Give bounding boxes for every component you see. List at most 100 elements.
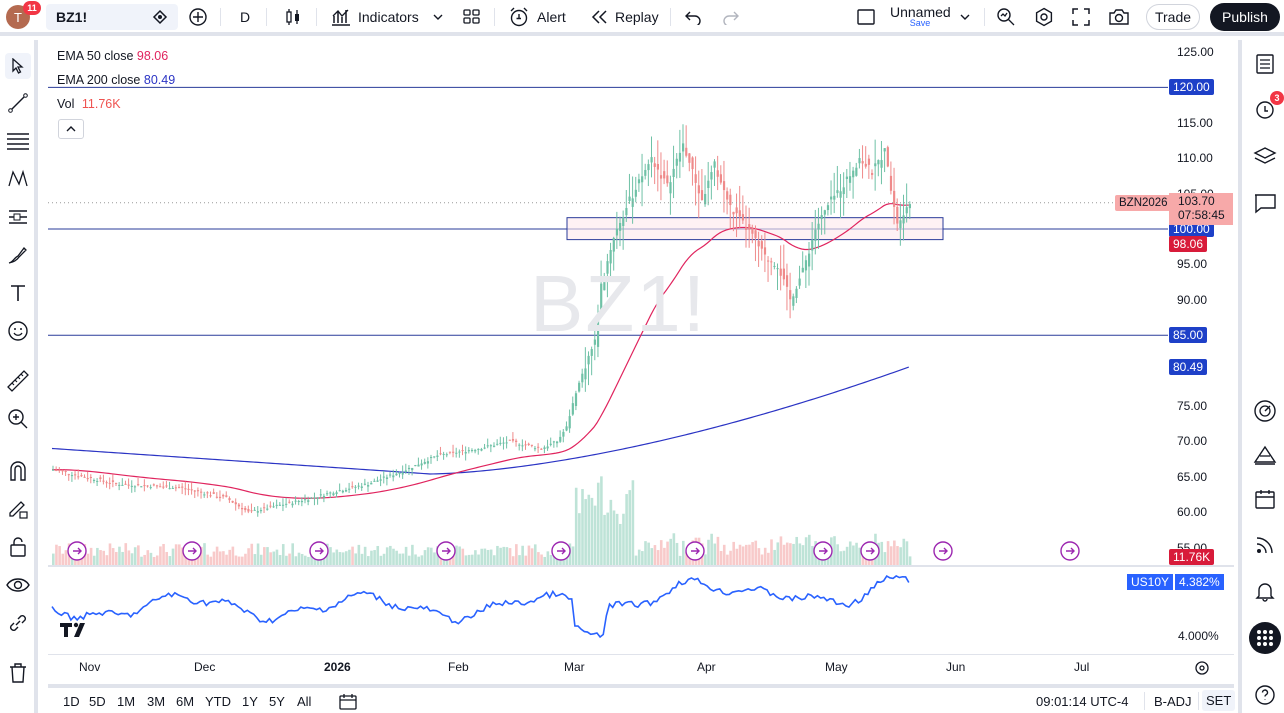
settings-button[interactable] [1034,0,1054,34]
volume-legend[interactable]: Vol 11.76K [57,97,121,111]
fib-tool[interactable] [5,128,31,154]
fullscreen-button[interactable] [1072,0,1090,34]
publish-button[interactable]: Publish [1210,3,1280,31]
calendar-range-icon[interactable] [338,693,358,711]
trend-line-tool[interactable] [5,90,31,116]
volume-tag[interactable]: 11.76K [1169,549,1215,565]
news-event-icon[interactable] [67,541,87,561]
time-axis[interactable]: Nov Dec 2026 Feb Mar Apr May Jun Jul [48,654,1234,680]
screener-button[interactable] [1252,398,1278,424]
layout-name[interactable]: Unnamed Save [890,4,951,28]
price-axis[interactable]: 125.00120.00115.00110.00105.0095.0090.00… [1168,40,1234,654]
redo-button[interactable] [722,0,740,34]
magnet-tool[interactable] [5,458,31,484]
text-tool[interactable] [5,280,31,306]
collapse-legend-button[interactable] [58,119,84,139]
price-tag-100[interactable]: 100.00 [1169,221,1214,237]
layout-button[interactable] [856,0,876,34]
undo-button[interactable] [684,0,702,34]
badj-button[interactable]: B-ADJ [1154,694,1192,709]
candle-body [861,161,864,164]
ema50-legend[interactable]: EMA 50 close 98.06 [57,49,168,63]
trade-button[interactable]: Trade [1146,4,1200,30]
ema200-legend[interactable]: EMA 200 close 80.49 [57,73,175,87]
news-event-icon[interactable] [551,541,571,561]
symbol-target-icon[interactable] [152,9,168,25]
object-tree-button[interactable] [1252,143,1278,169]
forecasting-tool[interactable] [5,204,31,230]
range-button-all[interactable]: All [297,694,312,709]
visibility-tool[interactable] [5,572,31,598]
session-button[interactable]: SET [1202,690,1236,711]
price-chart[interactable] [48,40,1168,565]
news-event-icon[interactable] [309,541,329,561]
snapshot-button[interactable] [1108,0,1130,34]
range-button-1y[interactable]: 1Y [242,694,258,709]
notifications-button[interactable] [1252,578,1278,604]
products-button[interactable] [1249,622,1281,654]
lock-tool[interactable] [5,534,31,560]
alert-button[interactable]: Alert [508,0,566,34]
last-price-box[interactable]: 103.70 07:58:45 [1169,192,1233,225]
pane-separator[interactable] [48,565,1234,567]
pattern-tool[interactable] [5,166,31,192]
news-event-icon[interactable] [1060,541,1080,561]
ruler-tool[interactable] [5,368,31,394]
drawing-mode-tool[interactable] [5,496,31,522]
range-button-3m[interactable]: 3M [147,694,166,709]
brush-tool[interactable] [5,242,31,268]
volume-bar [241,556,244,565]
price-tag-120[interactable]: 120.00 [1169,79,1214,96]
range-button-6m[interactable]: 6M [176,694,195,709]
candle-body [467,450,470,452]
range-button-5y[interactable]: 5Y [269,694,285,709]
ema200-price-tag[interactable]: 80.49 [1169,359,1208,376]
chevron-down-icon[interactable] [433,13,443,21]
templates-button[interactable] [462,0,482,34]
interval-button[interactable]: D [240,9,251,25]
symbol-price-tag[interactable]: BZN2026 [1115,194,1172,211]
symbol-search[interactable]: BZ1! [46,4,178,30]
cursor-tool[interactable] [5,53,31,79]
candle-body [105,482,108,484]
remove-drawings-tool[interactable] [5,660,31,686]
range-button-1m[interactable]: 1M [117,694,136,709]
news-event-icon[interactable] [685,541,705,561]
calendar-button[interactable] [1252,486,1278,512]
volume-bar [732,541,735,565]
candles-icon [286,9,299,25]
gauge-icon [1254,400,1276,422]
watchlist-button[interactable] [1252,51,1278,77]
news-event-icon[interactable] [813,541,833,561]
zoom-tool[interactable] [5,406,31,432]
chats-button[interactable] [1252,190,1278,216]
emoji-tool[interactable] [5,318,31,344]
alert-label: Alert [537,9,566,25]
us10y-pane[interactable] [48,567,1168,654]
news-event-icon[interactable] [436,541,456,561]
range-button-5d[interactable]: 5D [89,694,106,709]
range-button-ytd[interactable]: YTD [205,694,231,709]
indicators-button[interactable]: Indicators [330,0,443,34]
replay-button[interactable]: Replay [590,0,659,34]
range-button-1d[interactable]: 1D [63,694,80,709]
ideas-button[interactable] [1252,442,1278,468]
layout-menu[interactable] [960,0,970,34]
dividend-event-icon[interactable] [860,541,880,561]
help-button[interactable] [1252,682,1278,708]
news-event-icon[interactable] [933,541,953,561]
us10y-tag[interactable]: US10Y 4.382% [1127,574,1224,590]
ema50-price-tag[interactable]: 98.06 [1169,235,1208,252]
price-tag-85[interactable]: 85.00 [1169,327,1208,344]
alerts-button[interactable] [1252,96,1278,122]
volume-bar [244,553,247,565]
streams-button[interactable] [1252,532,1278,558]
quick-search-button[interactable] [996,0,1016,34]
candle-body [256,511,259,513]
axis-settings-icon[interactable] [1194,660,1210,676]
link-tool[interactable] [5,610,31,636]
chart-type-button[interactable] [284,0,302,34]
news-event-icon[interactable] [182,541,202,561]
clock-label[interactable]: 09:01:14 UTC-4 [1036,694,1129,709]
compare-button[interactable] [188,0,208,34]
